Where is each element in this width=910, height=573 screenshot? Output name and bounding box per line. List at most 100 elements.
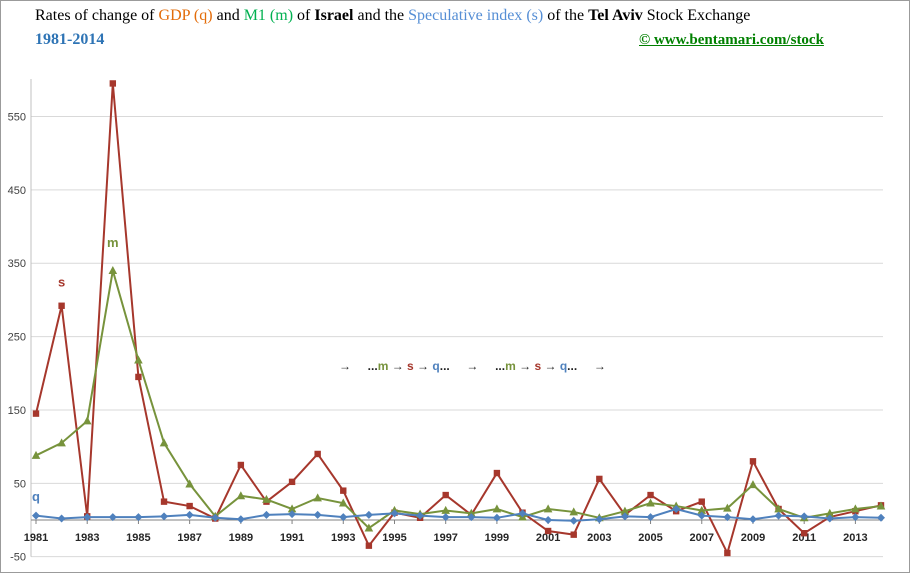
marker-square [186,502,193,510]
x-axis-label: 1989 [229,532,253,544]
marker-triangle [492,504,502,513]
x-axis-label: 1985 [126,532,150,544]
title-segment: GDP (q) [158,7,213,24]
annotation-segment: m [377,359,389,373]
x-axis-label: 1983 [75,532,99,544]
marker-square [749,458,757,465]
marker-diamond [877,513,885,522]
x-axis-label: 2007 [690,532,714,544]
marker-diamond [492,513,501,522]
marker-triangle [851,504,860,513]
marker-square [135,373,142,381]
x-axis-label: 2001 [536,532,560,544]
annotation-segment: s [534,359,542,373]
arrow-glyph: → [388,359,408,373]
marker-triangle [646,498,655,507]
annotation-segment [478,359,495,373]
marker-diamond [697,511,706,520]
x-axis-label: 1999 [485,532,509,544]
title-segment: Israel [314,7,354,24]
marker-square [493,469,501,477]
x-axis-label: 1981 [24,532,48,544]
marker-square [698,498,705,505]
series-line-m [35,270,882,530]
marker-square [544,527,552,535]
annotation-segment [577,359,594,373]
marker-triangle [620,506,630,515]
chart-title: Rates of change of GDP (q) and M1 (m) of… [35,7,901,25]
marker-diamond [134,513,143,522]
series-line-q [35,507,882,522]
x-axis-label: 1993 [331,532,355,544]
sequence-annotation: → ...m → s → q... → ...m → s → q... → [339,359,606,373]
annotation-segment: ... [567,359,578,373]
marker-diamond [595,515,604,524]
annotation-segment [450,359,467,373]
title-segment: Stock Exchange [642,7,751,24]
marker-diamond [646,513,655,522]
x-axis-label: 1997 [433,532,457,544]
marker-diamond [569,516,578,525]
stock-link[interactable]: © www.bentamari.com/stock [639,32,824,48]
marker-triangle [57,438,66,447]
marker-square [160,498,168,505]
x-axis-label: 2005 [638,532,662,544]
marker-triangle [108,265,118,274]
title-segment: M1 (m) [243,7,294,24]
marker-diamond [416,511,425,520]
marker-diamond [211,513,220,522]
marker-square [32,410,40,417]
arrow-glyph: → [413,359,433,373]
x-axis-label: 1995 [382,532,406,544]
marker-triangle [825,508,835,517]
arrow-glyph: → [339,359,351,373]
x-axis-label: 1987 [177,532,201,544]
marker-triangle [774,504,783,513]
marker-diamond [236,515,245,524]
marker-diamond [723,513,732,522]
marker-diamond [313,510,322,519]
marker-square [288,478,296,486]
marker-diamond [774,511,783,520]
marker-diamond [467,513,476,522]
title-segment: of [293,7,315,24]
y-axis-label: -50 [10,552,26,564]
marker-diamond [518,509,527,518]
marker-square [109,80,117,87]
marker-diamond [390,509,399,518]
annotation-segment: ... [495,359,506,373]
annotation-segment [351,359,368,373]
title-segment: Tel Aviv [588,7,643,24]
marker-diamond [672,504,681,513]
marker-diamond [364,510,373,519]
marker-triangle [543,504,553,513]
series-pointer-label-q: q [32,489,40,504]
marker-diamond [83,513,92,522]
marker-triangle [82,416,92,425]
marker-square [596,475,603,483]
annotation-segment: ... [439,359,450,373]
marker-triangle [134,355,143,364]
marker-square [647,491,654,499]
marker-diamond [851,513,860,522]
marker-square [724,549,731,557]
marker-triangle [31,450,41,459]
title-segment: Speculative index (s) [408,7,544,24]
marker-diamond [748,515,757,524]
marker-triangle [159,438,169,447]
y-axis-label: 50 [14,478,26,490]
marker-square [365,542,373,549]
marker-triangle [262,494,271,503]
marker-square [570,531,577,538]
x-axis-label: 2011 [792,532,816,544]
x-axis-label: 2013 [843,532,867,544]
marker-triangle [441,505,450,514]
marker-triangle [236,491,246,500]
title-segment: Rates of change of [35,7,159,24]
marker-triangle [876,501,886,510]
y-axis-label: 250 [8,332,26,344]
marker-triangle [723,503,732,512]
marker-diamond [160,512,169,521]
series-pointer-label-s: s [58,275,65,290]
